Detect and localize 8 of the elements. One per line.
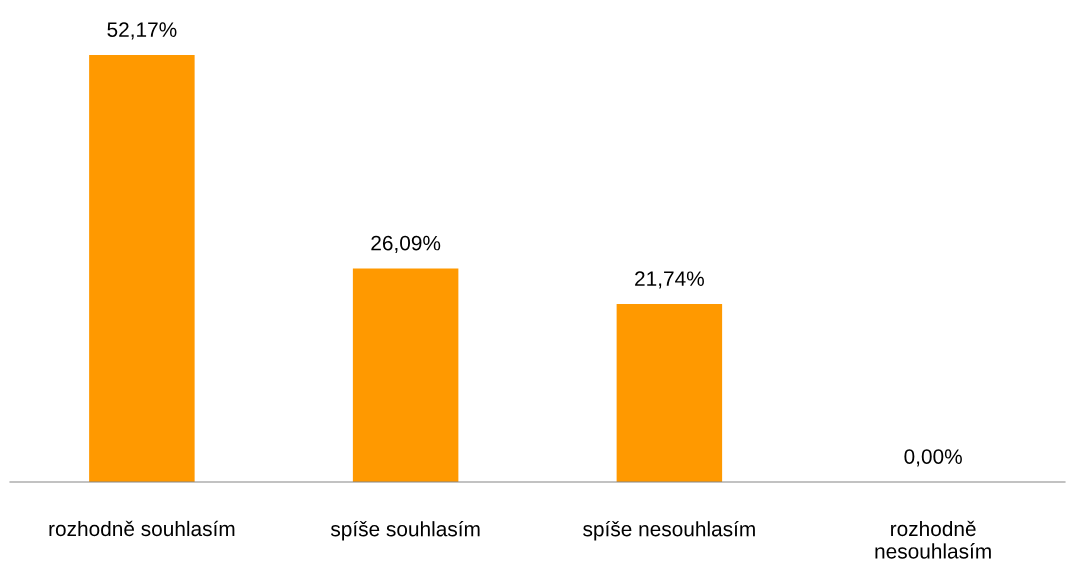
x-tick-label: spíše souhlasím (330, 520, 480, 541)
x-tick-label: rozhodně souhlasím (49, 520, 235, 537)
x-tick-label: rozhodně nesouhlasím (875, 520, 991, 559)
x-tick-label: spíše nesouhlasím (583, 520, 755, 541)
data-label: 0,00% (904, 449, 962, 467)
data-label: 21,74% (635, 271, 704, 289)
data-label: 52,17% (107, 22, 177, 40)
data-label: 26,09% (371, 235, 441, 253)
